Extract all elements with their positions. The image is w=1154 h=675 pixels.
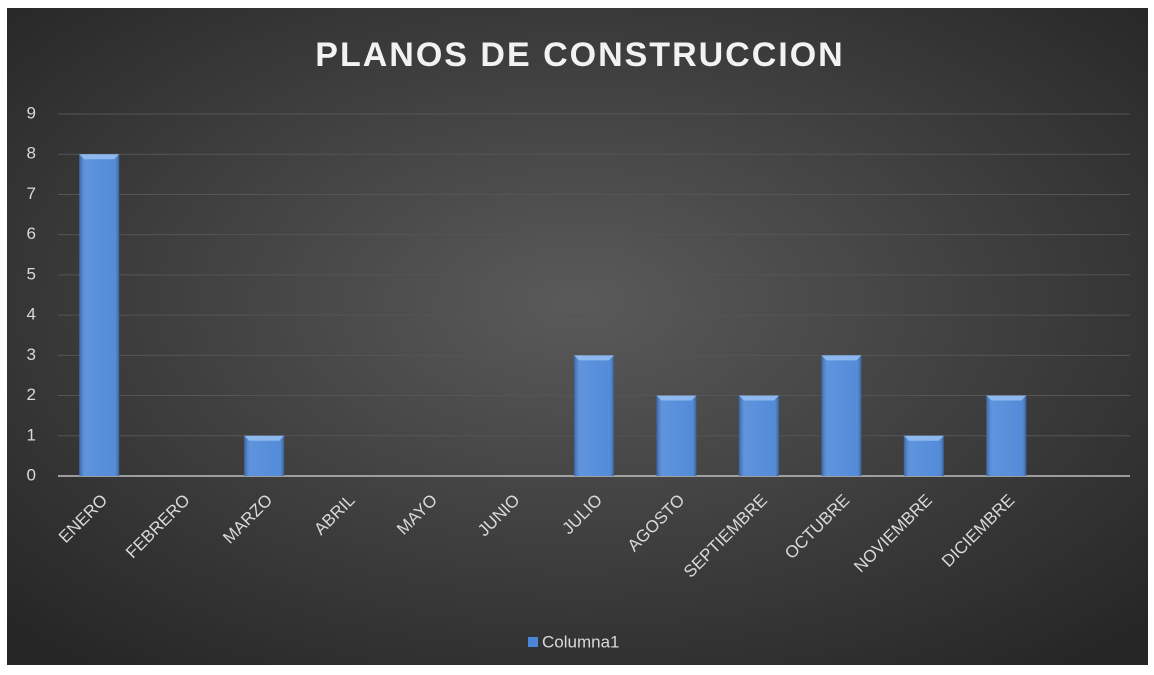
bar-shade bbox=[574, 355, 614, 476]
legend-swatch bbox=[528, 637, 538, 647]
legend-label: Columna1 bbox=[542, 632, 620, 651]
bar-shade bbox=[79, 154, 120, 476]
y-tick-label: 4 bbox=[27, 305, 36, 324]
bar-bevel bbox=[986, 395, 1027, 401]
bar-shade bbox=[986, 395, 1027, 476]
bar-shade bbox=[738, 395, 779, 476]
bar-bevel bbox=[574, 355, 614, 361]
chart-title: PLANOS DE CONSTRUCCION bbox=[315, 36, 844, 74]
bar-bevel bbox=[244, 435, 285, 441]
chart-background bbox=[7, 8, 1148, 665]
y-tick-label: 7 bbox=[27, 184, 36, 203]
y-tick-label: 8 bbox=[27, 144, 36, 163]
bar-shade bbox=[656, 395, 697, 476]
y-tick-label: 2 bbox=[27, 385, 36, 404]
y-tick-label: 5 bbox=[27, 264, 36, 283]
bar-shade bbox=[821, 355, 862, 476]
bar-bevel bbox=[656, 395, 697, 401]
y-tick-label: 6 bbox=[27, 224, 36, 243]
bar-shade bbox=[903, 435, 944, 476]
bar-bevel bbox=[821, 355, 862, 361]
y-tick-label: 9 bbox=[27, 103, 36, 122]
y-tick-label: 0 bbox=[27, 465, 36, 484]
bar-bevel bbox=[903, 435, 944, 441]
bar-bevel bbox=[738, 395, 779, 401]
bar-shade bbox=[244, 435, 285, 476]
y-tick-label: 3 bbox=[27, 345, 36, 364]
bar-bevel bbox=[79, 154, 120, 160]
y-tick-label: 1 bbox=[27, 425, 36, 444]
